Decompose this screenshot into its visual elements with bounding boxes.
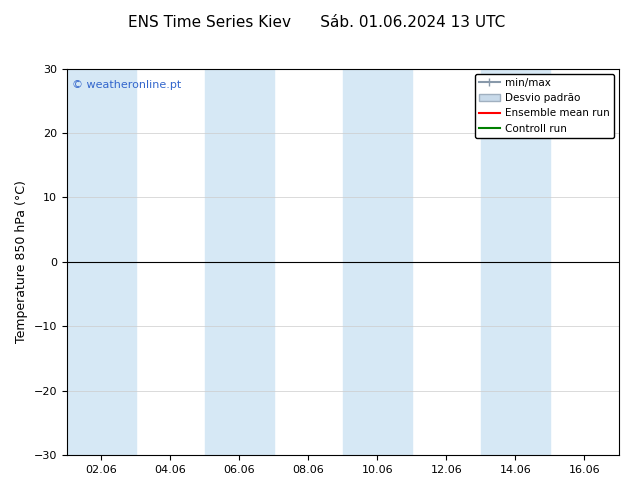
Text: ENS Time Series Kiev      Sáb. 01.06.2024 13 UTC: ENS Time Series Kiev Sáb. 01.06.2024 13 … [128, 15, 506, 30]
Bar [67, 69, 136, 455]
Legend: min/max, Desvio padrão, Ensemble mean run, Controll run: min/max, Desvio padrão, Ensemble mean ru… [475, 74, 614, 138]
Bar [205, 69, 274, 455]
Bar [343, 69, 412, 455]
Y-axis label: Temperature 850 hPa (°C): Temperature 850 hPa (°C) [15, 180, 28, 343]
Text: © weatheronline.pt: © weatheronline.pt [72, 80, 181, 90]
Bar [481, 69, 550, 455]
